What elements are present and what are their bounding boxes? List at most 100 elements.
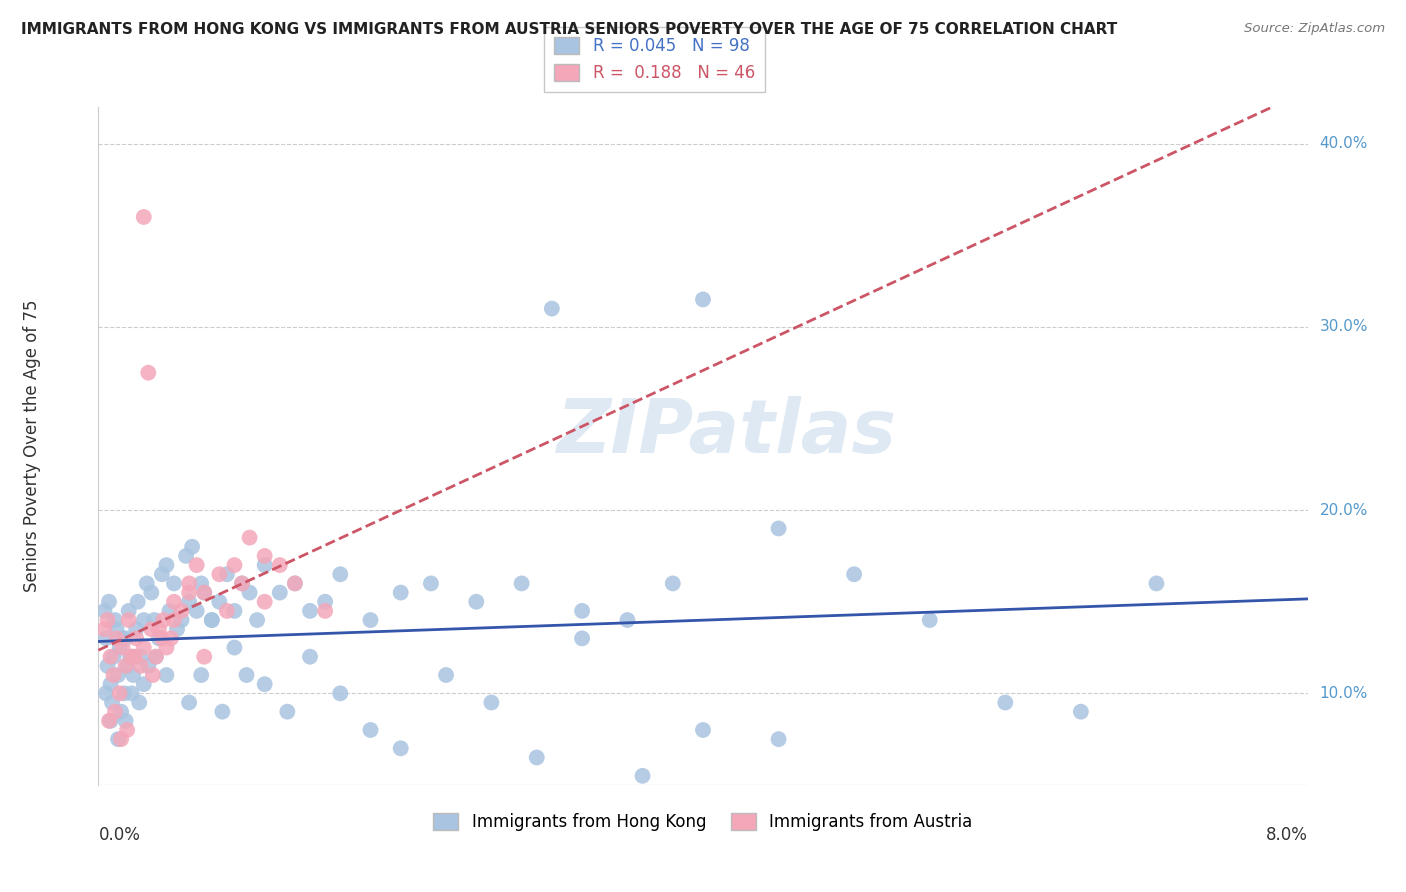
Point xyxy=(360,723,382,737)
Point xyxy=(145,649,167,664)
Point xyxy=(135,576,157,591)
Point xyxy=(104,613,127,627)
Text: 20.0%: 20.0% xyxy=(1320,502,1368,517)
Point xyxy=(160,632,183,646)
Point xyxy=(132,677,155,691)
Point xyxy=(159,604,181,618)
Point xyxy=(186,558,208,573)
Point xyxy=(111,632,134,646)
Point xyxy=(768,521,790,535)
Point xyxy=(186,604,208,618)
Point xyxy=(150,632,173,646)
Point xyxy=(132,613,155,627)
Point xyxy=(190,668,212,682)
Text: ZIPatlas: ZIPatlas xyxy=(557,396,897,469)
Point xyxy=(201,613,224,627)
Point xyxy=(114,658,136,673)
Point xyxy=(141,585,163,599)
Point xyxy=(110,705,132,719)
Point xyxy=(481,696,503,710)
Point xyxy=(215,567,238,582)
Point xyxy=(211,705,233,719)
Point xyxy=(269,558,291,573)
Point xyxy=(98,595,121,609)
Point xyxy=(101,696,124,710)
Point xyxy=(692,293,714,307)
Point xyxy=(314,595,336,609)
Point xyxy=(193,585,215,599)
Point xyxy=(115,658,138,673)
Point xyxy=(231,576,253,591)
Point xyxy=(125,632,148,646)
Point xyxy=(94,686,117,700)
Point xyxy=(299,604,322,618)
Text: IMMIGRANTS FROM HONG KONG VS IMMIGRANTS FROM AUSTRIA SENIORS POVERTY OVER THE AG: IMMIGRANTS FROM HONG KONG VS IMMIGRANTS … xyxy=(21,22,1118,37)
Point xyxy=(115,723,138,737)
Point xyxy=(276,705,298,719)
Point xyxy=(155,558,177,573)
Text: Seniors Poverty Over the Age of 75: Seniors Poverty Over the Age of 75 xyxy=(22,300,41,592)
Point xyxy=(132,640,155,655)
Point xyxy=(105,622,128,636)
Point xyxy=(235,668,257,682)
Point xyxy=(107,668,129,682)
Point xyxy=(122,668,145,682)
Point xyxy=(329,686,352,700)
Point xyxy=(166,622,188,636)
Point xyxy=(420,576,443,591)
Point xyxy=(110,732,132,747)
Point xyxy=(631,769,654,783)
Point xyxy=(96,658,118,673)
Point xyxy=(389,585,412,599)
Point xyxy=(844,567,866,582)
Point xyxy=(111,640,134,655)
Point xyxy=(181,540,204,554)
Point xyxy=(108,686,131,700)
Point xyxy=(193,649,215,664)
Point xyxy=(190,576,212,591)
Point xyxy=(434,668,457,682)
Point xyxy=(616,613,638,627)
Point xyxy=(269,585,291,599)
Point xyxy=(120,649,142,664)
Point xyxy=(571,632,593,646)
Point xyxy=(1146,576,1168,591)
Point xyxy=(152,613,174,627)
Point xyxy=(253,549,276,563)
Point xyxy=(103,649,125,664)
Point xyxy=(114,714,136,728)
Point xyxy=(122,649,145,664)
Point xyxy=(155,640,177,655)
Point xyxy=(129,658,152,673)
Legend: Immigrants from Hong Kong, Immigrants from Austria: Immigrants from Hong Kong, Immigrants fr… xyxy=(426,806,980,838)
Point xyxy=(692,723,714,737)
Point xyxy=(179,696,201,710)
Point xyxy=(129,649,152,664)
Point xyxy=(208,595,231,609)
Point xyxy=(389,741,412,756)
Point xyxy=(107,732,129,747)
Point xyxy=(571,604,593,618)
Point xyxy=(174,549,197,563)
Point xyxy=(224,604,246,618)
Point xyxy=(253,558,276,573)
Point xyxy=(246,613,269,627)
Point xyxy=(201,613,224,627)
Point xyxy=(142,668,165,682)
Point xyxy=(465,595,488,609)
Point xyxy=(284,576,307,591)
Point xyxy=(128,696,150,710)
Point xyxy=(100,714,122,728)
Text: 0.0%: 0.0% xyxy=(98,826,141,844)
Point xyxy=(141,622,163,636)
Point xyxy=(179,576,201,591)
Point xyxy=(179,585,201,599)
Point xyxy=(125,622,148,636)
Point xyxy=(127,595,149,609)
Point xyxy=(143,613,166,627)
Point xyxy=(239,585,262,599)
Text: 8.0%: 8.0% xyxy=(1265,826,1308,844)
Point xyxy=(163,613,186,627)
Point xyxy=(215,604,238,618)
Point xyxy=(179,595,201,609)
